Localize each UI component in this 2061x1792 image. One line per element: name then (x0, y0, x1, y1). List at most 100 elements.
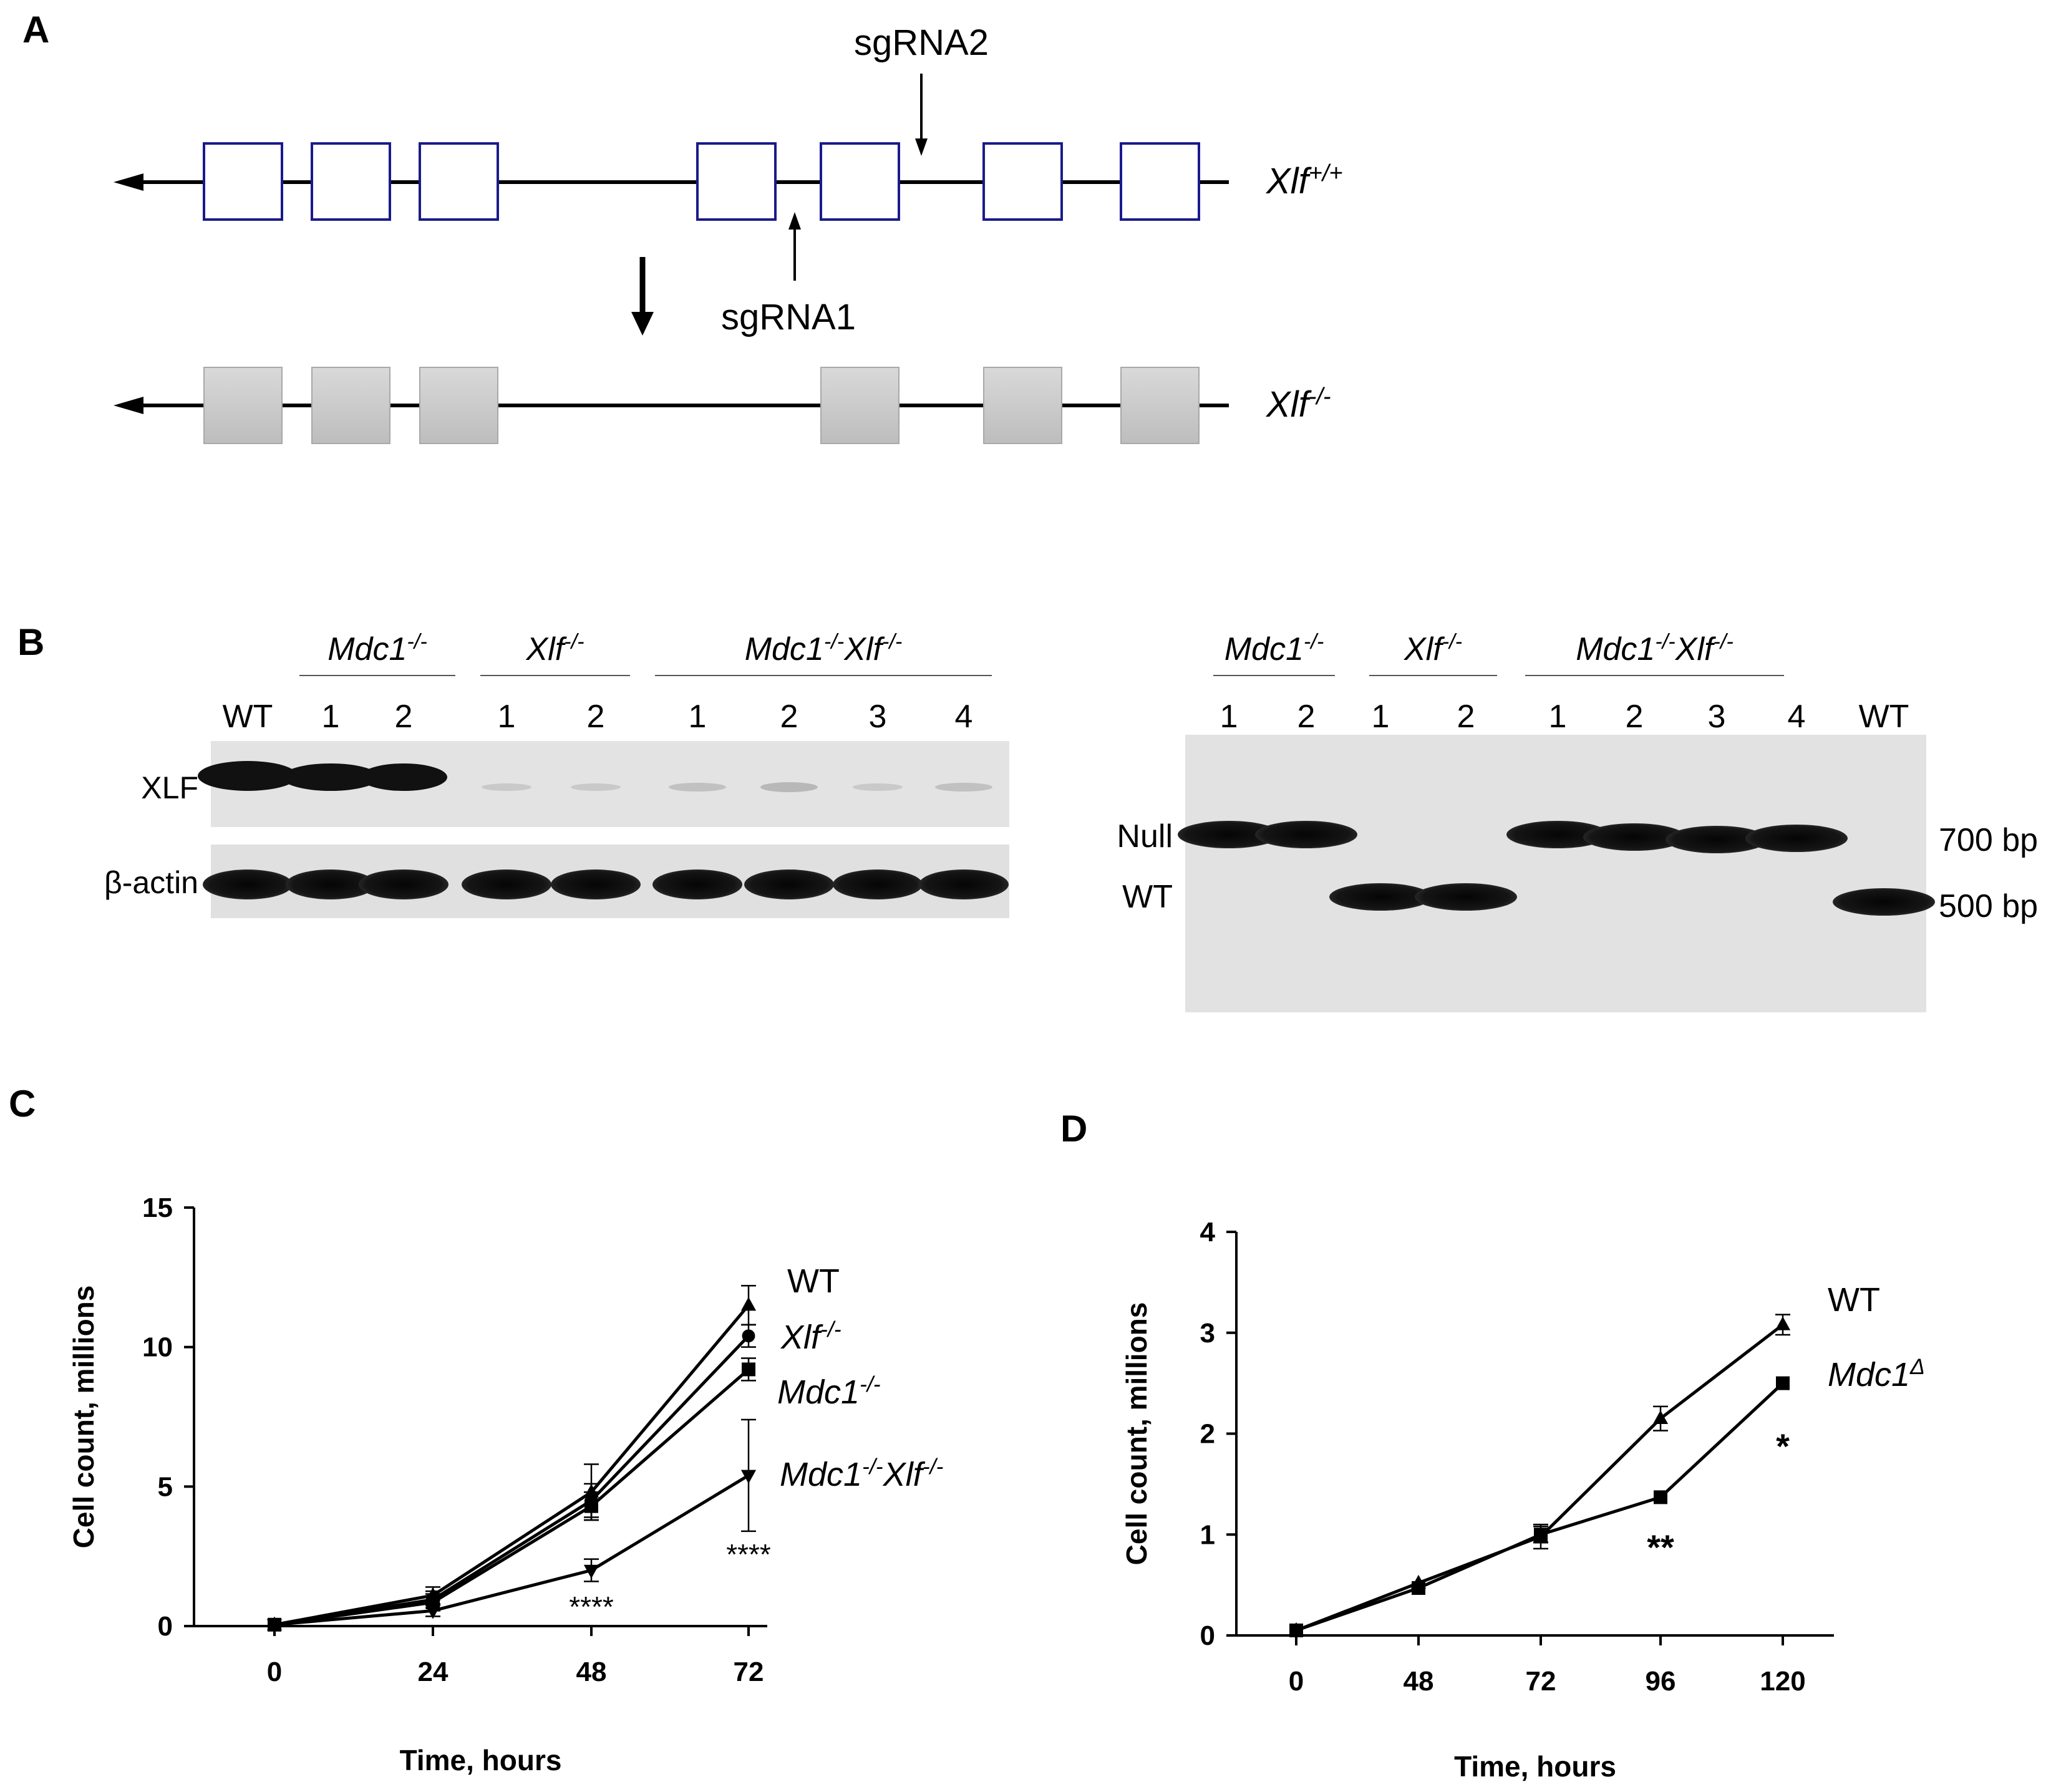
panel-a-label: A (22, 9, 49, 51)
xlf-band (282, 763, 379, 791)
xlf-band (669, 783, 726, 792)
y-tick-label: 0 (1200, 1620, 1215, 1651)
x-tick-label: 72 (1526, 1666, 1556, 1697)
actin-band (462, 869, 551, 899)
lane-label: WT (223, 699, 273, 735)
xlf-band (935, 783, 992, 792)
xlf-band (198, 761, 298, 791)
exon (419, 142, 499, 221)
panel-d: D 0 1 2 3 4 0 48 72 96 120 Time, hours Cell count, … (1060, 1108, 1925, 1783)
x-tick-label: 0 (1289, 1666, 1304, 1697)
lane-label: 2 (780, 699, 798, 735)
series-3 (266, 1418, 757, 1633)
panel-c-label: C (9, 1083, 36, 1125)
series-line (274, 1368, 750, 1627)
xlf-band (853, 783, 903, 791)
chart-c: 0 5 10 15 0 24 48 72 Time, hours Cell count, mill… (67, 1193, 943, 1776)
data-point (584, 1499, 598, 1513)
pcr-band (1329, 883, 1432, 911)
lane-label: 4 (1788, 699, 1806, 735)
exon (1120, 142, 1200, 221)
gene-arrow-wt-icon (114, 173, 143, 191)
data-point (583, 1564, 599, 1579)
western-blot: Mdc1-/- Xlf-/- Mdc1-/-Xlf-/-WT 1 2 1 2 1 2 3 4XLFβ… (104, 630, 1009, 918)
gel-group-label: Xlf-/- (1404, 630, 1462, 667)
gel-group-label: Mdc1-/- (1224, 630, 1324, 667)
lane-label: 2 (1297, 699, 1316, 735)
x-axis-title: Time, hours (1454, 1750, 1616, 1783)
x-tick-label: 0 (267, 1657, 282, 1687)
exon (311, 367, 390, 444)
lane-label: 1 (498, 699, 516, 735)
actin-band (833, 869, 923, 899)
xlf-band (571, 783, 621, 791)
legend-label: Mdc1-/- (777, 1372, 881, 1411)
exon (1120, 367, 1200, 444)
data-point (425, 1605, 441, 1619)
significance-mark: ** (1647, 1528, 1674, 1567)
actin-band (919, 869, 1009, 899)
gel-group-label: Mdc1-/-Xlf-/- (1576, 630, 1734, 667)
allele-label-ko: Xlf-/- (1265, 384, 1331, 425)
legend-label: Xlf-/- (780, 1317, 841, 1356)
y-axis-title: Cell count, millions (1120, 1302, 1153, 1566)
x-axis-title: Time, hours (400, 1744, 562, 1776)
lane-label: 2 (1457, 699, 1475, 735)
pcr-band (1255, 821, 1357, 848)
significance-mark: **** (726, 1538, 771, 1571)
data-point (1654, 1490, 1667, 1504)
lane-label: 2 (395, 699, 413, 735)
band-label-wt: WT (1122, 879, 1173, 915)
panel-b: B Mdc1-/- Xlf-/- Mdc1-/-Xlf-/-WT 1 2 1 2 1 2 3 4XL… (17, 621, 2038, 1012)
data-point (1775, 1316, 1791, 1330)
series-line (274, 1304, 750, 1627)
series-1 (1289, 1376, 1790, 1637)
exon (820, 142, 900, 221)
series-1 (268, 1324, 756, 1632)
series-line (1296, 1323, 1784, 1632)
exon (203, 142, 283, 221)
pcr-band (1178, 821, 1280, 848)
series-line (274, 1335, 750, 1627)
data-point (740, 1470, 757, 1484)
row-label-xlf: XLF (141, 770, 198, 805)
y-tick-label: 10 (142, 1332, 173, 1363)
actin-band (551, 869, 641, 899)
exon (982, 142, 1063, 221)
panel-c: C 0 5 10 15 0 24 48 72 Time, hours Cell count, mi… (9, 1083, 943, 1776)
actin-band (286, 869, 376, 899)
x-tick-label: 96 (1646, 1666, 1676, 1697)
lane-label: 1 (322, 699, 340, 735)
actin-band (359, 869, 449, 899)
y-tick-label: 2 (1200, 1419, 1215, 1450)
lane-label: 2 (1626, 699, 1644, 735)
significance-mark: **** (569, 1591, 614, 1623)
data-point (742, 1362, 755, 1377)
y-tick-label: 0 (158, 1611, 173, 1642)
sgrna1-label: sgRNA1 (721, 297, 856, 337)
data-point (1534, 1528, 1548, 1542)
exons-wt (203, 142, 1200, 221)
data-point (266, 1619, 283, 1633)
exon (311, 142, 391, 221)
allele-label-wt: Xlf+/+ (1265, 160, 1343, 201)
y-tick-label: 15 (142, 1193, 173, 1223)
data-point (1776, 1376, 1790, 1390)
western-group-label: Mdc1-/-Xlf-/- (745, 630, 903, 667)
pcr-band (1415, 883, 1517, 911)
gel-image (1185, 735, 1926, 1012)
xlf-band (360, 763, 447, 791)
sgrna2-arrow-icon (915, 138, 928, 156)
western-group-label: Mdc1-/- (327, 630, 427, 667)
x-tick-label: 120 (1760, 1666, 1805, 1697)
actin-band (652, 869, 742, 899)
lane-label: WT (1859, 699, 1909, 735)
lane-label: 4 (955, 699, 973, 735)
panel-b-label: B (17, 621, 44, 663)
pcr-band (1506, 821, 1609, 848)
pcr-band (1666, 826, 1768, 853)
lane-label: 3 (1708, 699, 1726, 735)
pcr-band (1745, 825, 1848, 852)
data-point (1652, 1410, 1669, 1425)
